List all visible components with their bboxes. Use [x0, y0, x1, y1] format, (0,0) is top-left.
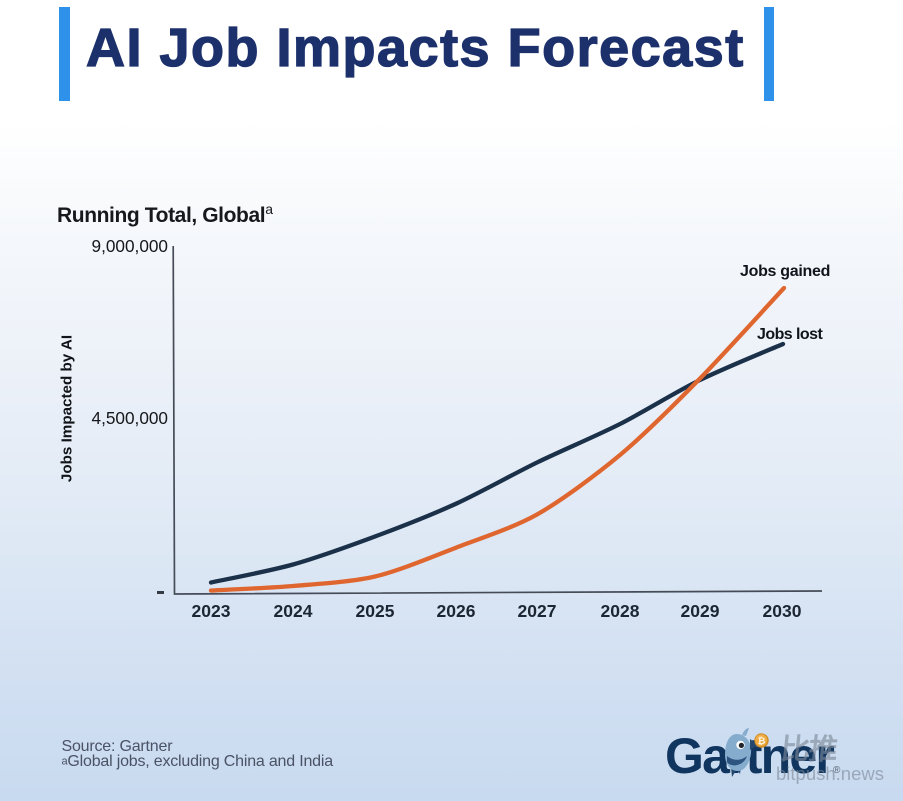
svg-text:₿: ₿ — [758, 736, 766, 747]
